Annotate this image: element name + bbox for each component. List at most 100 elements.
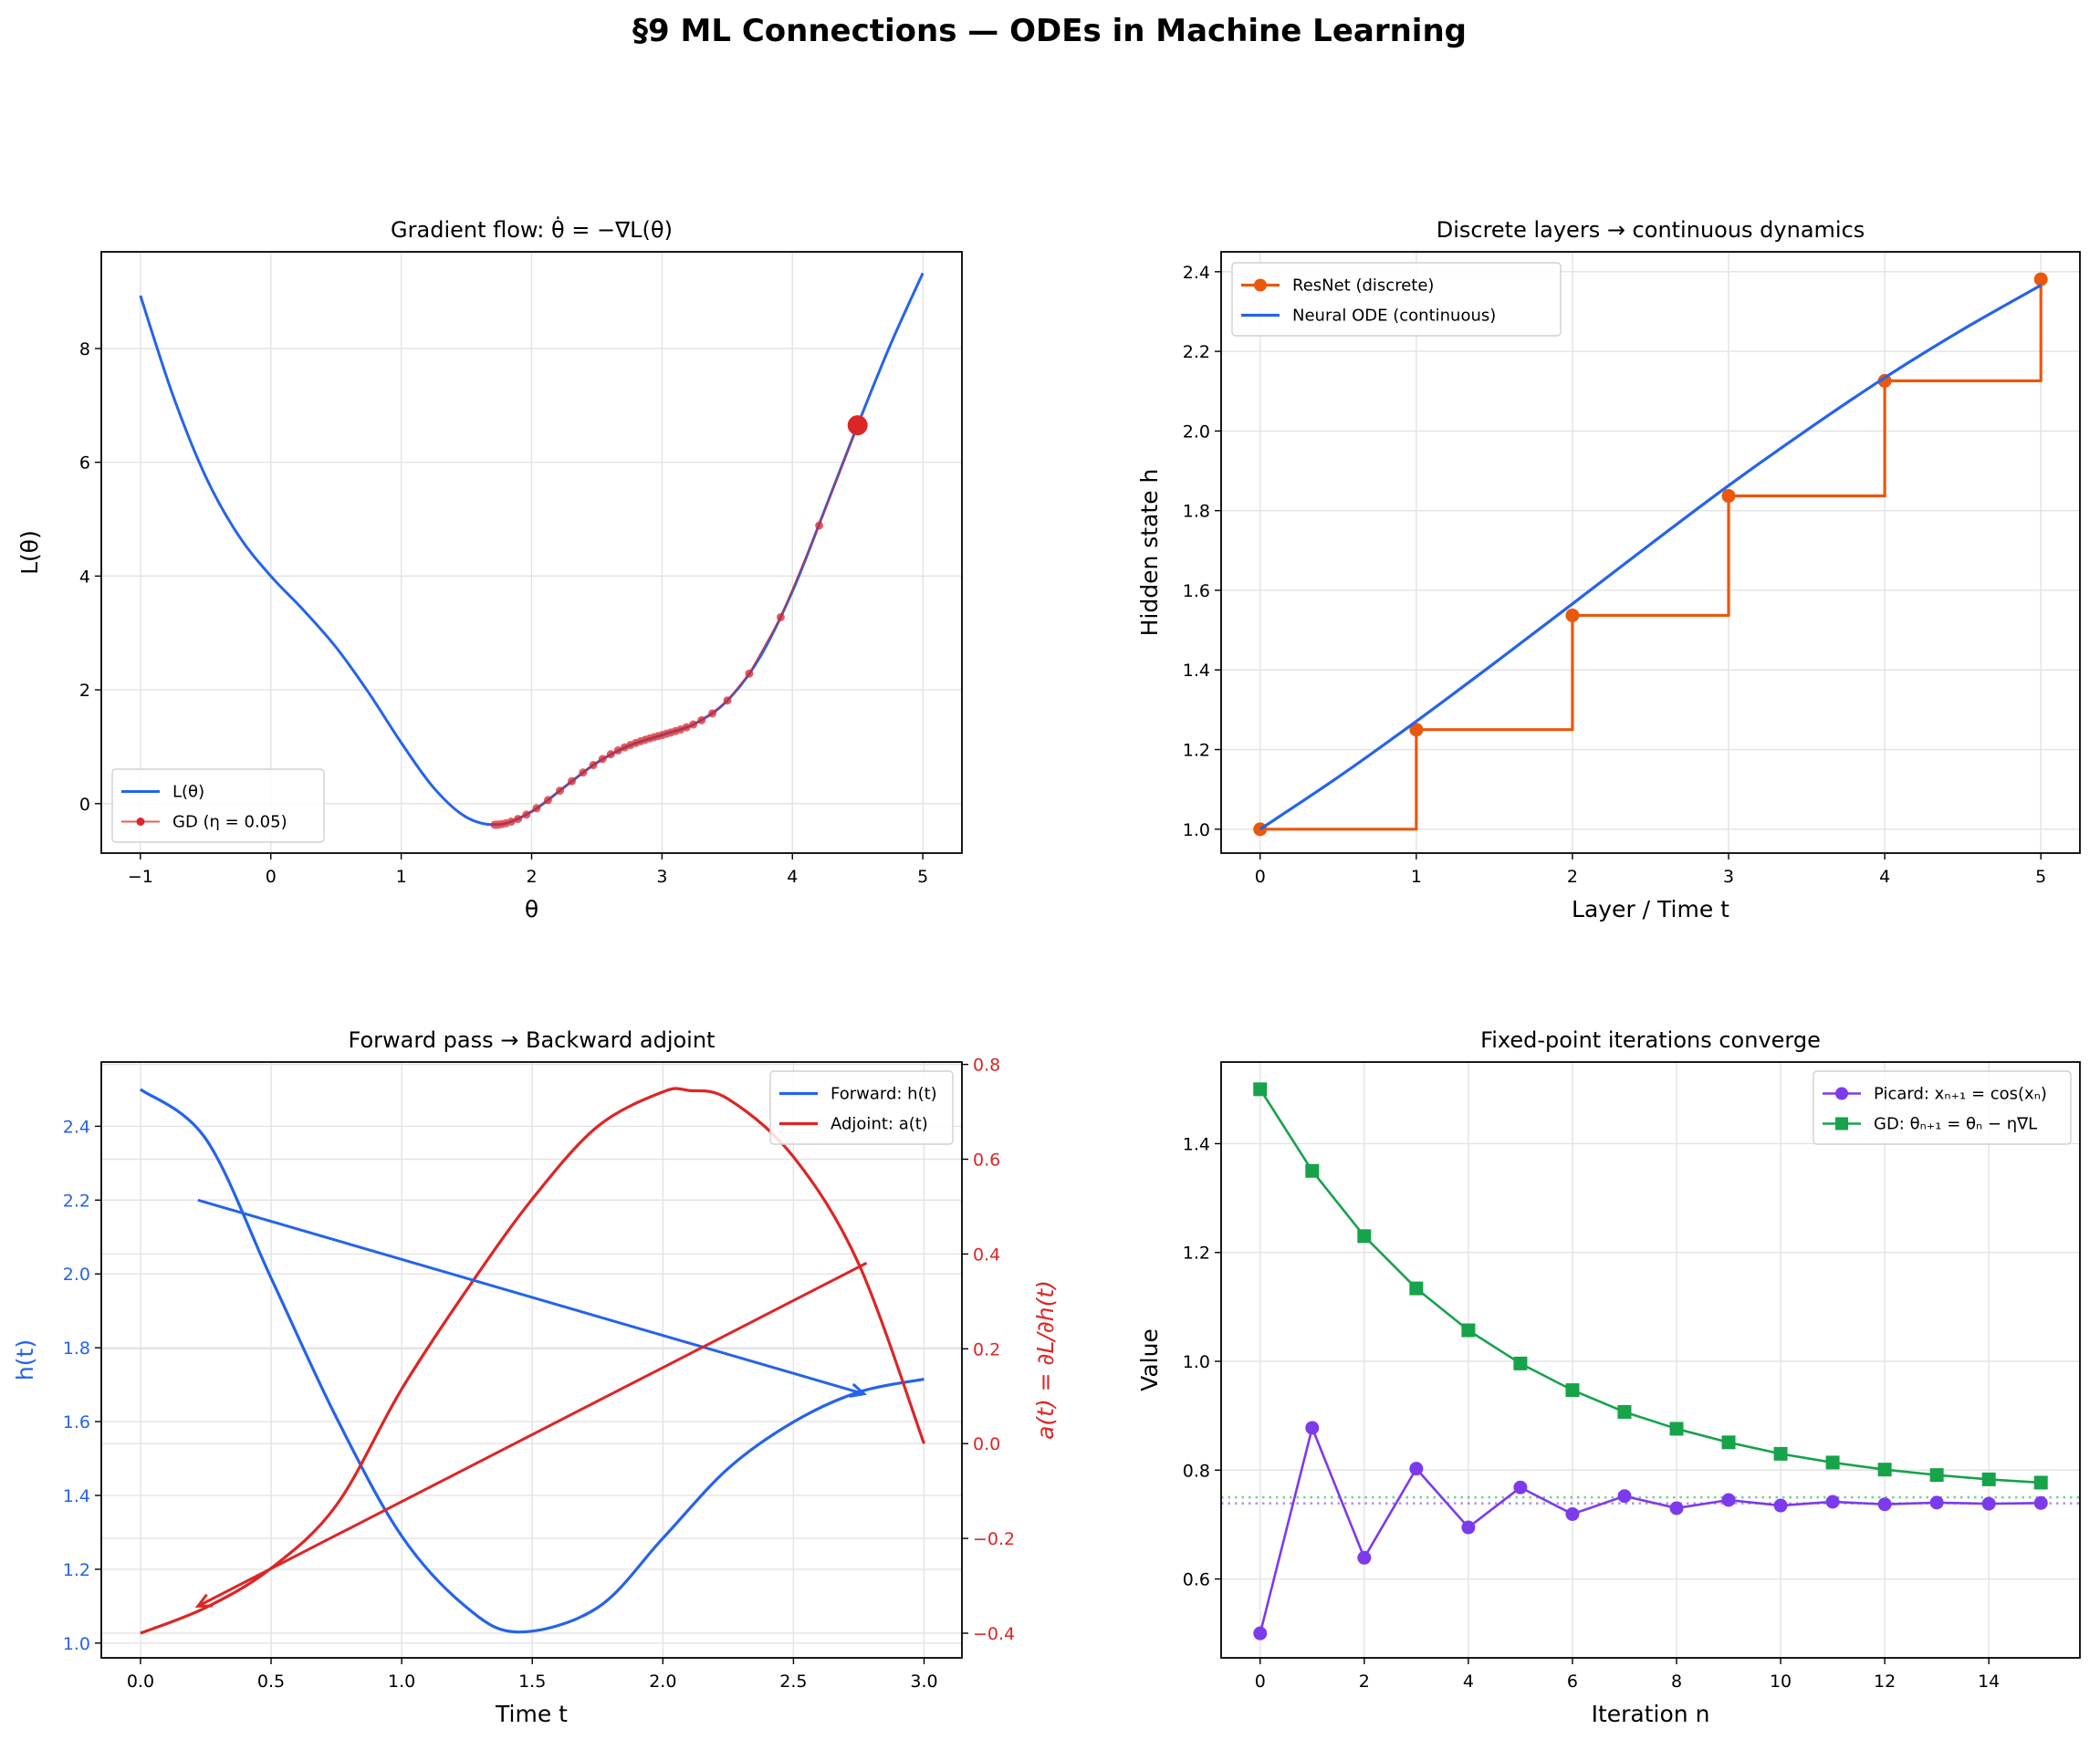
- data-point: [620, 743, 629, 752]
- data-point: [1565, 1383, 1580, 1398]
- x-tick-label: 14: [1978, 1672, 2000, 1692]
- y-axis-label: h(t): [12, 1339, 38, 1380]
- y-tick-label: 1.8: [63, 1339, 90, 1359]
- legend-box: [1231, 262, 1562, 337]
- subplot-1: −1 0 1 2 3 4 5 0 2 4 6 8 Gradient flow: θ̇ = −∇L(θ) θ…: [16, 216, 963, 922]
- x-tick-label: 4: [787, 867, 798, 887]
- x-axis-label: Time t: [495, 1701, 568, 1727]
- data-point: [1929, 1495, 1944, 1510]
- data-point: [723, 696, 732, 705]
- data-point: [1825, 1455, 1840, 1470]
- data-point: [2033, 1475, 2048, 1490]
- data-point: [1253, 1626, 1268, 1641]
- y-right-tick-label: 0.4: [973, 1245, 1000, 1265]
- data-point: [606, 750, 615, 759]
- data-point: [1825, 1495, 1840, 1509]
- y-tick-label: 1.8: [1183, 502, 1210, 522]
- x-tick-label: 3: [656, 867, 667, 887]
- series-1: [1253, 1421, 2048, 1641]
- data-point: [1877, 1497, 1892, 1512]
- x-tick-label: 4: [1463, 1672, 1474, 1692]
- data-point: [689, 720, 698, 729]
- data-point: [1981, 1472, 1996, 1486]
- y-tick-label: 1.0: [1183, 1352, 1210, 1372]
- data-point: [1253, 1082, 1268, 1097]
- y-tick-label: 4: [79, 567, 90, 587]
- annotation-arrow: [197, 1198, 867, 1398]
- data-point: [1669, 1422, 1684, 1436]
- data-point: [1877, 1463, 1892, 1477]
- legend-marker: [1835, 1117, 1848, 1130]
- figure-title: §9 ML Connections — ODEs in Machine Lear…: [632, 13, 1467, 49]
- data-point: [514, 815, 523, 824]
- data-point: [1669, 1501, 1684, 1516]
- y-right-tick-label: −0.2: [973, 1529, 1015, 1549]
- plot-area: [139, 272, 925, 829]
- data-point: [522, 810, 531, 819]
- arrow-shaft: [197, 1198, 865, 1396]
- data-point: [589, 761, 598, 770]
- legend-marker: [1835, 1087, 1848, 1100]
- y-tick-label: 1.2: [63, 1560, 90, 1580]
- legend-label: Neural ODE (continuous): [1292, 307, 1496, 326]
- y-tick-label: 1.4: [63, 1486, 90, 1506]
- y-tick-label: 1.4: [1183, 661, 1210, 681]
- data-point: [1981, 1496, 1996, 1511]
- data-point: [1409, 1281, 1424, 1296]
- y-tick-label: 2.2: [63, 1191, 90, 1211]
- axes-frame: [1220, 251, 2081, 854]
- legend-entry: Forward: h(t): [779, 1085, 937, 1104]
- y-tick-label: 1.0: [1183, 820, 1210, 840]
- data-point: [568, 776, 577, 786]
- subplot-title: Gradient flow: θ̇ = −∇L(θ): [391, 216, 673, 243]
- y-axis-label: Value: [1136, 1328, 1163, 1391]
- x-tick-label: 4: [1879, 867, 1890, 887]
- x-tick-label: 3: [1723, 867, 1734, 887]
- legend-label: ResNet (discrete): [1292, 276, 1434, 296]
- plot-area: [139, 1087, 926, 1635]
- data-point: [1617, 1404, 1632, 1419]
- data-point: [745, 669, 754, 678]
- data-point: [1877, 373, 1892, 388]
- data-point: [556, 786, 565, 796]
- y-tick-label: 1.4: [1183, 1134, 1210, 1154]
- legend-label: L(θ): [172, 783, 204, 802]
- data-point: [1617, 1489, 1632, 1504]
- x-tick-label: 2.5: [779, 1672, 807, 1692]
- data-point: [1305, 1163, 1320, 1178]
- y-right-axis-label: a(t) = ∂L/∂h(t): [1032, 1280, 1059, 1440]
- data-point: [2033, 1495, 2048, 1510]
- data-point: [1721, 489, 1736, 504]
- x-tick-label: 5: [917, 867, 928, 887]
- legend-box: [769, 1070, 954, 1145]
- subplot-3: 0.0 0.5 1.0 1.5 2.0 2.5 3.0 1.0 1.2 1.4 1.6 1.8 2.0 2…: [12, 1027, 1059, 1727]
- y-tick-label: 0.8: [1183, 1461, 1210, 1481]
- plot-area: [1253, 272, 2048, 837]
- x-tick-label: 2: [1567, 867, 1578, 887]
- series-line: [1259, 284, 2043, 831]
- arrow-head: [194, 1593, 213, 1608]
- x-axis-label: Iteration n: [1592, 1701, 1710, 1727]
- data-point: [1461, 1323, 1476, 1338]
- y-tick-label: 2: [79, 681, 90, 701]
- series-line: [139, 1088, 925, 1634]
- y-tick-label: 6: [79, 453, 90, 474]
- legend-label: Adjoint: a(t): [831, 1115, 928, 1134]
- y-tick-label: 1.2: [1183, 1244, 1210, 1264]
- y-tick-label: 2.0: [1183, 422, 1210, 442]
- x-tick-label: 12: [1874, 1672, 1896, 1692]
- y-right-tick-label: 0.8: [973, 1056, 1000, 1076]
- data-point: [708, 709, 717, 718]
- series-line: [140, 1087, 926, 1635]
- series-line: [1259, 1426, 2042, 1634]
- y-right-tick-label: 0.0: [973, 1434, 1000, 1454]
- series-2: [1259, 284, 2043, 831]
- data-point: [532, 804, 541, 813]
- subplot-2: 0 1 2 3 4 5 1.0 1.2 1.4 1.6 1.8 2.0 2.2 2.4 Discrete l…: [1136, 217, 2081, 922]
- data-point: [1773, 1446, 1788, 1461]
- data-point: [613, 745, 622, 755]
- x-tick-label: 2: [1359, 1672, 1370, 1692]
- y-tick-label: 2.0: [63, 1265, 90, 1285]
- data-point: [1721, 1493, 1736, 1507]
